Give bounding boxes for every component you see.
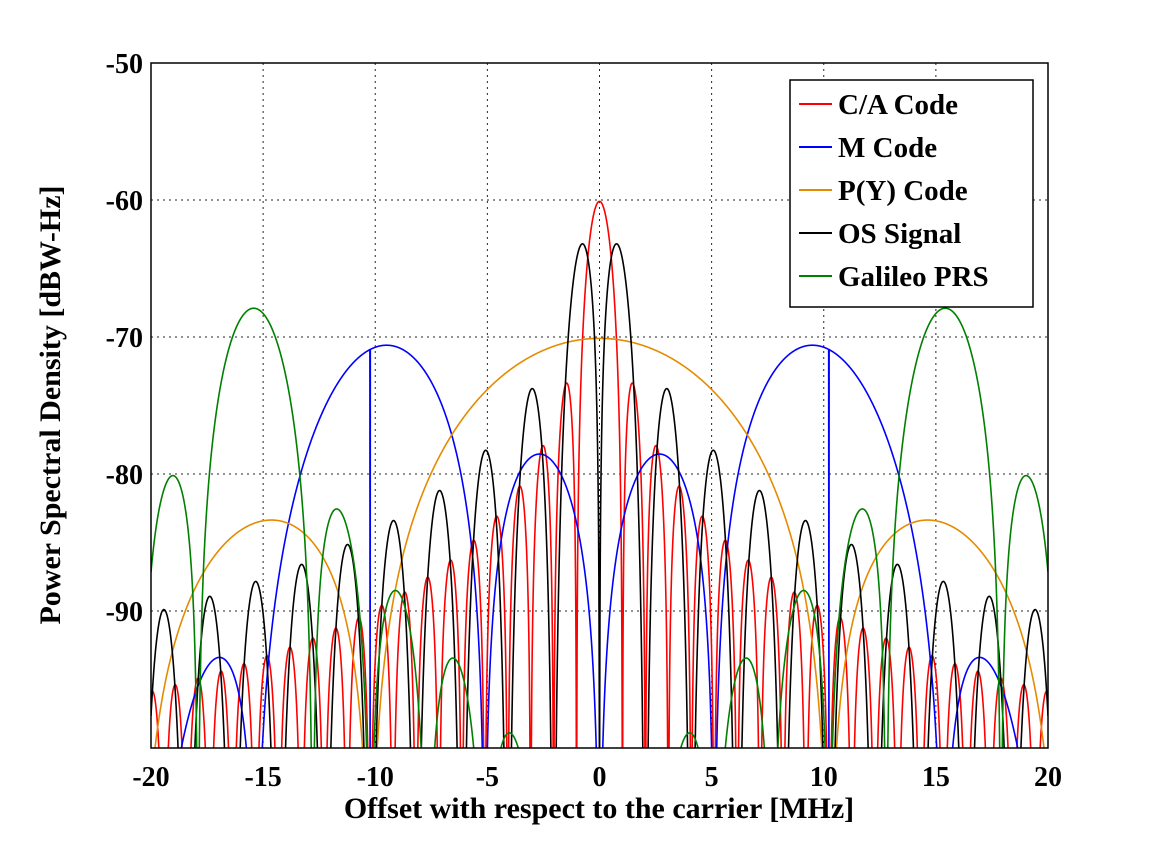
legend-label: Galileo PRS xyxy=(838,261,989,293)
legend-label: P(Y) Code xyxy=(838,175,968,207)
plot-frame xyxy=(150,62,1049,749)
x-tick-label: 10 xyxy=(810,762,838,793)
y-tick-label: -70 xyxy=(106,323,143,354)
x-axis-label: Offset with respect to the carrier [MHz] xyxy=(344,792,854,825)
y-axis-label: Power Spectral Density [dBW-Hz] xyxy=(34,185,67,624)
series-layer xyxy=(151,200,1048,748)
x-tick-label: 5 xyxy=(705,762,719,793)
x-tick-label: -10 xyxy=(357,762,394,793)
series-line-c-a-code xyxy=(151,200,1048,748)
y-tick-label: -60 xyxy=(106,186,143,217)
y-tick-label: -80 xyxy=(106,460,143,491)
y-tick-label: -50 xyxy=(106,49,143,80)
y-tick-label: -90 xyxy=(106,597,143,628)
x-tick-label: -15 xyxy=(244,762,281,793)
ticks: -20 -15 -10 -5 0 5 10 15 20-50-60-70-80-90 xyxy=(106,49,1062,793)
legend-box xyxy=(789,79,1034,308)
legend-label: OS Signal xyxy=(838,218,961,250)
series-line-os-signal xyxy=(151,243,1048,748)
grid xyxy=(151,63,1048,748)
legend-label: M Code xyxy=(838,132,937,164)
x-tick-label: 20 xyxy=(1034,762,1062,793)
x-tick-label: -20 xyxy=(132,762,169,793)
series-line-p-y-code xyxy=(154,337,1045,748)
x-tick-label: 0 xyxy=(593,762,607,793)
legend: C/A Code M Code P(Y) Code OS Signal Galileo … xyxy=(789,79,1034,308)
x-tick-label: -5 xyxy=(476,762,499,793)
x-tick-label: 15 xyxy=(922,762,950,793)
legend-label: C/A Code xyxy=(838,89,958,121)
series-line-galileo-prs xyxy=(151,307,1048,748)
